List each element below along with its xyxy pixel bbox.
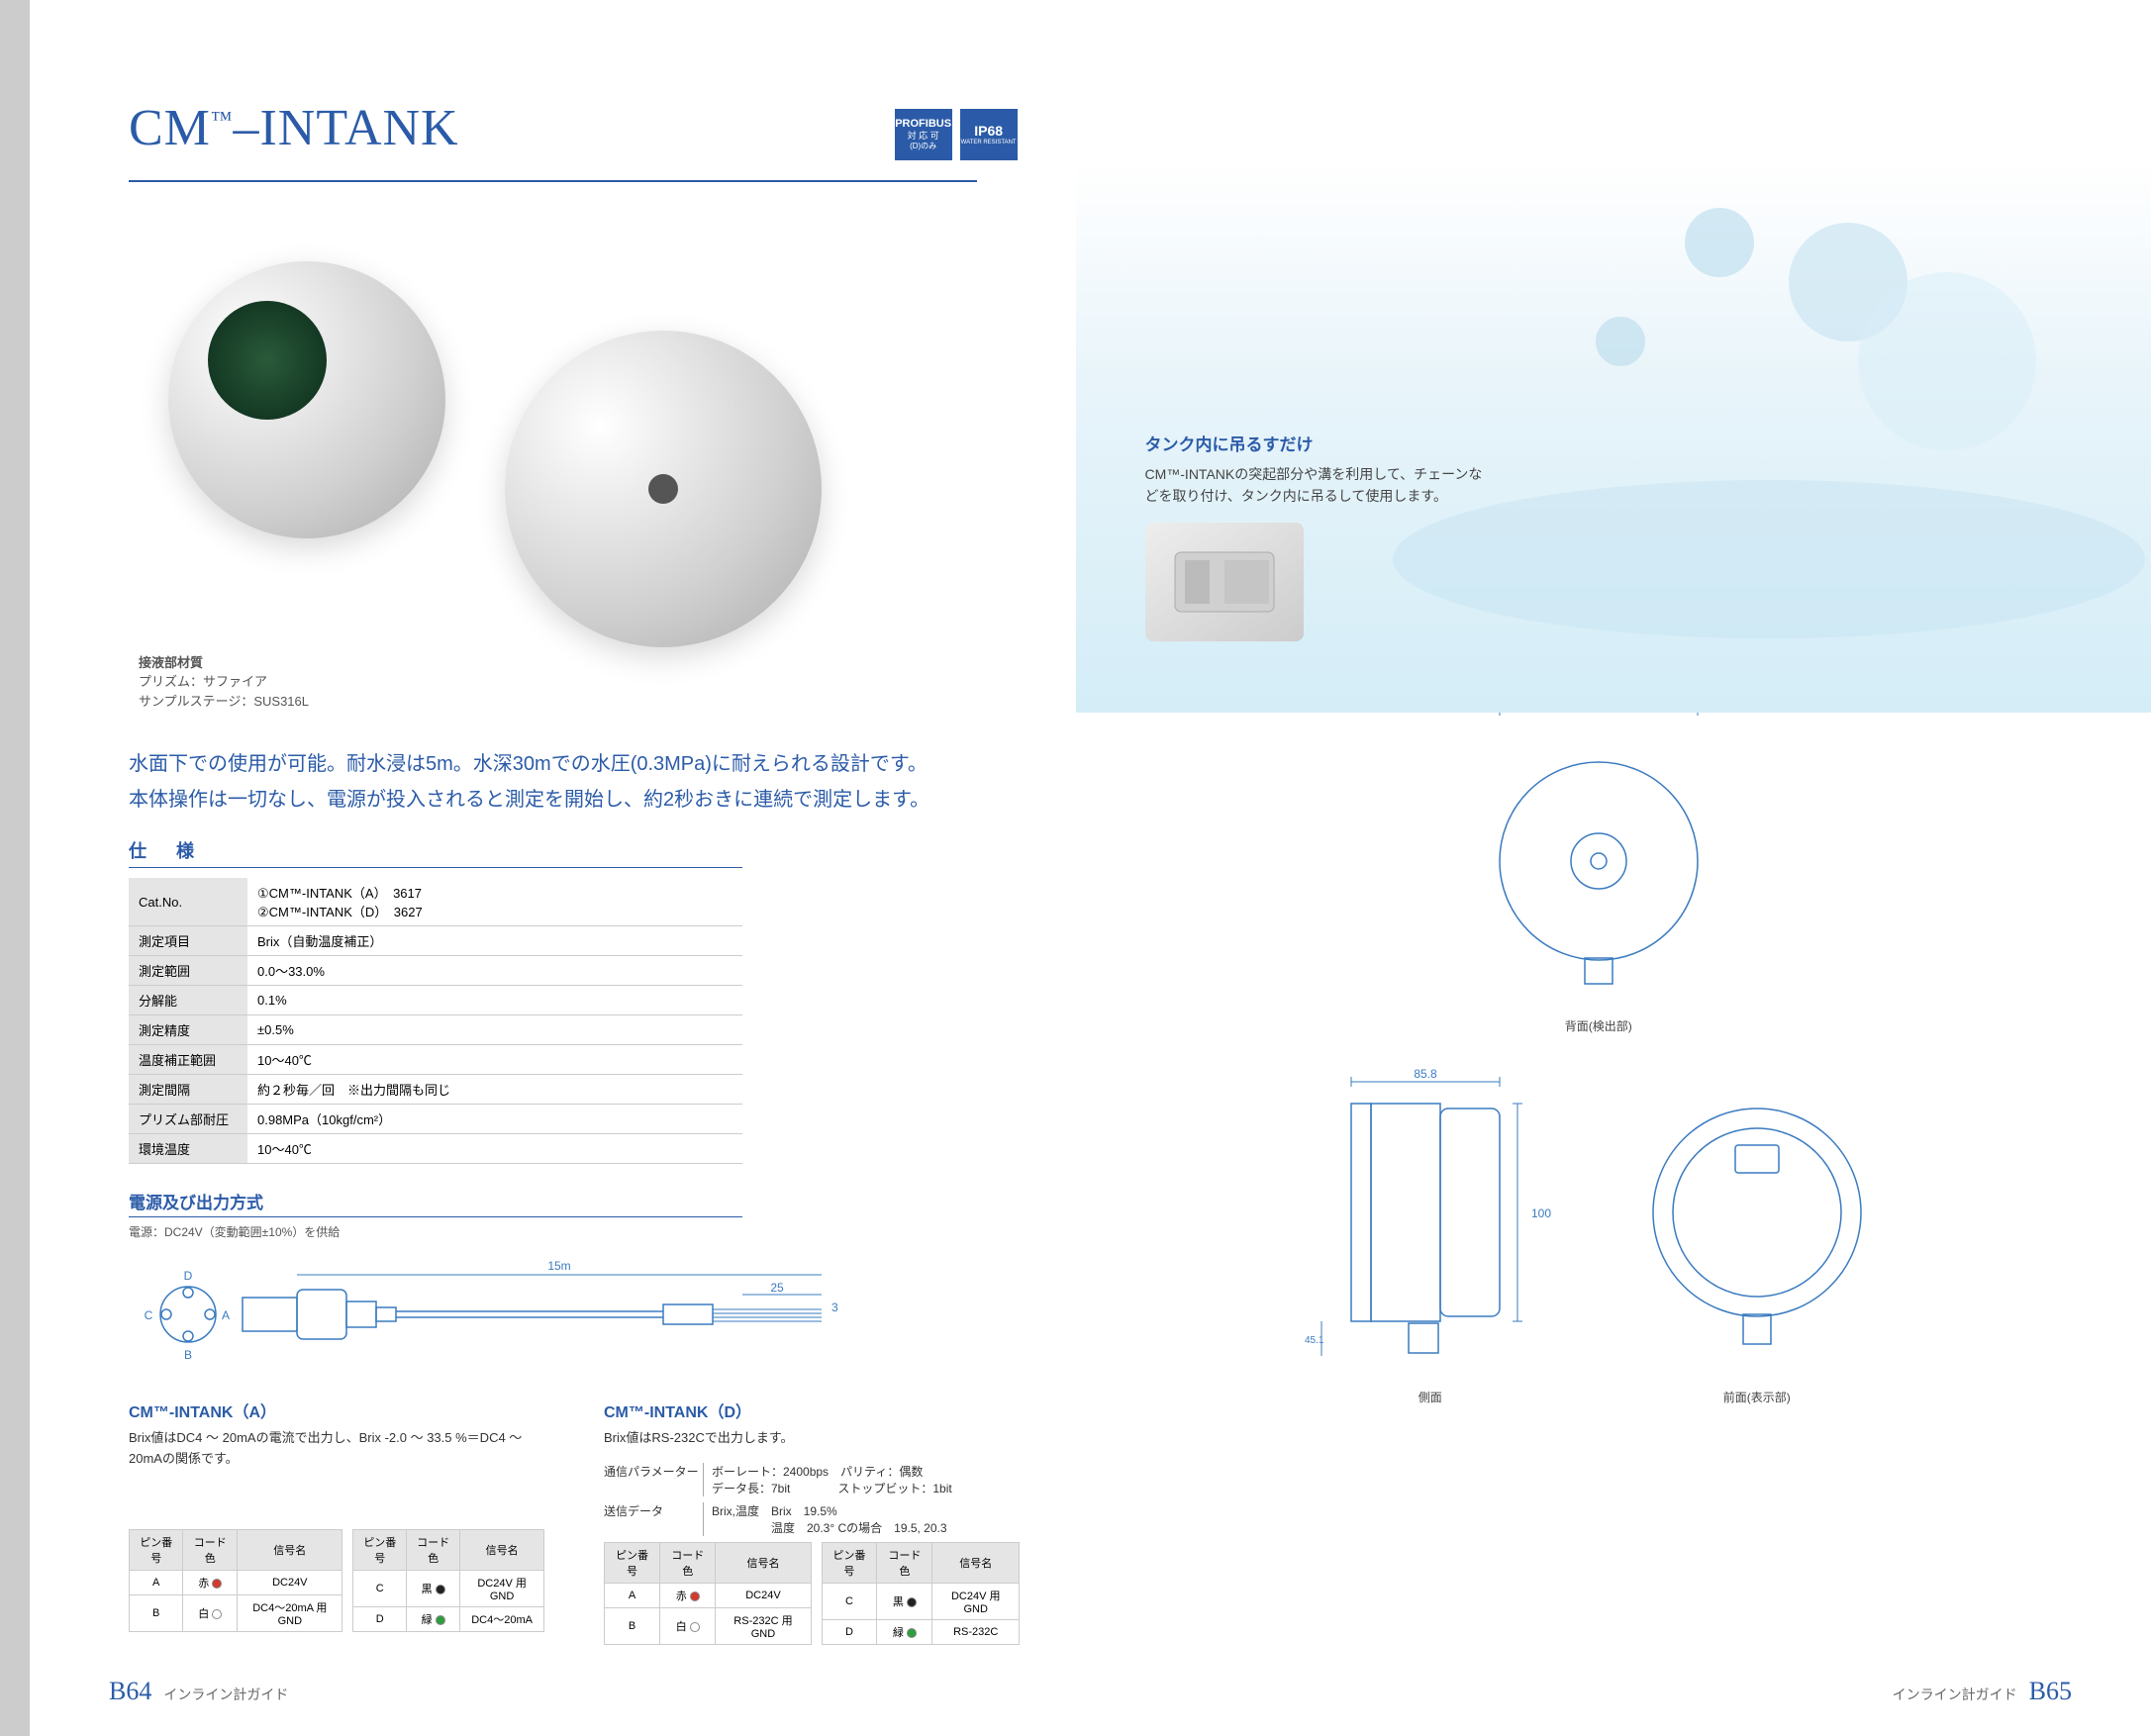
param-label: 通信パラメーター	[604, 1463, 703, 1496]
spec-label: 温度補正範囲	[129, 1045, 247, 1075]
spec-label: Cat.No.	[129, 878, 247, 926]
param-value: ボーレート：2400bps パリティ：偶数データ長：7bit ストップビット：1…	[703, 1463, 1020, 1496]
param-label: 送信データ	[604, 1502, 703, 1536]
callout: タンク内に吊るすだけ CM™-INTANKの突起部分や溝を利用して、チェーンなど…	[1145, 431, 1492, 641]
svg-text:25: 25	[770, 1281, 784, 1295]
drawing-front: 前面(表示部)	[1618, 1064, 1896, 1405]
spec-value: ±0.5%	[247, 1015, 742, 1045]
svg-text:15m: 15m	[547, 1259, 570, 1273]
power-note: 電源：DC24V（変動範囲±10%）を供給	[129, 1223, 1017, 1240]
svg-text:45.1: 45.1	[1305, 1335, 1324, 1346]
footer-guide-left: インライン計ガイド	[163, 1685, 288, 1704]
spec-label: プリズム部耐圧	[129, 1105, 247, 1134]
svg-text:85.8: 85.8	[1414, 1067, 1437, 1081]
page-num-left: B64	[109, 1677, 151, 1706]
spec-label: 分解能	[129, 986, 247, 1015]
drawing-row: 85.8 100 45.1 側面	[1145, 1064, 2053, 1405]
spec-value: Brix（自動温度補正）	[247, 926, 742, 956]
drawing-back: φ100 背面(検出部)	[1145, 693, 2053, 1034]
variants: CM™-INTANK（A） Brix値はDC4 ～ 20mAの電流で出力し、Br…	[129, 1398, 1020, 1645]
spec-value: 10～40℃	[247, 1134, 742, 1164]
intro-line2: 本体操作は一切なし、電源が投入されると測定を開始し、約2秒おきに連続で測定します…	[129, 782, 1017, 818]
intro-line1: 水面下での使用が可能。耐水浸は5m。水深30mでの水圧(0.3MPa)に耐えられ…	[129, 746, 1017, 782]
svg-text:C: C	[145, 1308, 153, 1322]
page-right: タンク内に吊るすだけ CM™-INTANKの突起部分や溝を利用して、チェーンなど…	[1076, 0, 2151, 1736]
label-side: 側面	[1418, 1389, 1442, 1405]
callout-closeup-image	[1145, 523, 1304, 641]
spec-label: 環境温度	[129, 1134, 247, 1164]
spec-value: 10～40℃	[247, 1045, 742, 1075]
callout-title: タンク内に吊るすだけ	[1145, 431, 1492, 455]
hero-image-area: 接液部材質 プリズム：サファイア サンプルステージ：SUS316L	[129, 202, 1017, 726]
variant-d-params: 通信パラメーターボーレート：2400bps パリティ：偶数データ長：7bit ス…	[604, 1463, 1020, 1536]
power-header: 電源及び出力方式	[129, 1189, 742, 1217]
spec-label: 測定精度	[129, 1015, 247, 1045]
title-tm: ™	[211, 107, 234, 132]
svg-text:D: D	[184, 1269, 193, 1283]
title-prefix: CM	[129, 100, 211, 156]
product-title: CM™–INTANK	[129, 99, 459, 157]
badges: PROFIBUS 対 応 可 (D)のみ IP68 WATER RESISTAN…	[895, 109, 1018, 160]
variant-d-desc: Brix値はRS-232Cで出力します。	[604, 1428, 1020, 1449]
footer-guide-right: インライン計ガイド	[1893, 1685, 2017, 1704]
spec-label: 測定項目	[129, 926, 247, 956]
variant-a: CM™-INTANK（A） Brix値はDC4 ～ 20mAの電流で出力し、Br…	[129, 1398, 544, 1645]
badge-ip68: IP68 WATER RESISTANT	[960, 109, 1018, 160]
svg-text:A: A	[222, 1308, 230, 1322]
page-num-right: B65	[2029, 1677, 2072, 1706]
label-front: 前面(表示部)	[1723, 1389, 1791, 1405]
intro-text: 水面下での使用が可能。耐水浸は5m。水深30mでの水圧(0.3MPa)に耐えられ…	[129, 746, 1017, 818]
spec-table: Cat.No.①CM™-INTANK（A） 3617②CM™-INTANK（D）…	[129, 878, 742, 1164]
body-left: 水面下での使用が可能。耐水浸は5m。水深30mでの水圧(0.3MPa)に耐えられ…	[30, 726, 1076, 1645]
title-row: CM™–INTANK PROFIBUS 対 応 可 (D)のみ IP68 WAT…	[30, 0, 1076, 160]
footer-right: インライン計ガイド B65	[1893, 1677, 2072, 1706]
variant-a-table2: ピン番号コード色信号名C黒DC24V 用 GNDD緑DC4～20mA	[352, 1529, 544, 1632]
variant-d: CM™-INTANK（D） Brix値はRS-232Cで出力します。 通信パラメ…	[604, 1398, 1020, 1645]
drawing-side: 85.8 100 45.1 側面	[1302, 1064, 1559, 1405]
title-suffix: –INTANK	[233, 100, 458, 156]
svg-text:3: 3	[831, 1301, 838, 1314]
material-info-box: 接液部材質 プリズム：サファイア サンプルステージ：SUS316L	[129, 647, 319, 718]
spec-value: 0.1%	[247, 986, 742, 1015]
variant-d-table1: ピン番号コード色信号名A赤DC24VB白RS-232C 用 GND	[604, 1542, 812, 1645]
variant-a-tables: ピン番号コード色信号名A赤DC24VB白DC4～20mA 用 GND ピン番号コ…	[129, 1529, 544, 1632]
spec-value: 0.98MPa（10kgf/cm²）	[247, 1105, 742, 1134]
title-underline	[129, 180, 977, 182]
variant-d-table2: ピン番号コード色信号名C黒DC24V 用 GNDD緑RS-232C	[822, 1542, 1020, 1645]
spec-value: 約２秒毎／回 ※出力間隔も同じ	[247, 1075, 742, 1105]
device-photo-1	[168, 261, 445, 538]
variant-d-tables: ピン番号コード色信号名A赤DC24VB白RS-232C 用 GND ピン番号コー…	[604, 1542, 1020, 1645]
label-back: 背面(検出部)	[1565, 1017, 1632, 1034]
variant-d-title: CM™-INTANK（D）	[604, 1398, 1020, 1422]
variant-a-title: CM™-INTANK（A）	[129, 1398, 544, 1422]
spec-value: ①CM™-INTANK（A） 3617②CM™-INTANK（D） 3627	[247, 878, 742, 926]
variant-a-table1: ピン番号コード色信号名A赤DC24VB白DC4～20mA 用 GND	[129, 1529, 342, 1632]
badge-profibus: PROFIBUS 対 応 可 (D)のみ	[895, 109, 952, 160]
svg-text:B: B	[184, 1348, 192, 1362]
material-header: 接液部材質	[139, 653, 309, 673]
spec-value: 0.0～33.0%	[247, 956, 742, 986]
spec-header: 仕 様	[129, 837, 742, 868]
variant-a-desc: Brix値はDC4 ～ 20mAの電流で出力し、Brix -2.0 ～ 33.5…	[129, 1428, 544, 1470]
svg-text:100: 100	[1531, 1206, 1551, 1220]
technical-drawings: φ100 背面(検出部) 85.8	[1145, 693, 2053, 1405]
material-line1: プリズム：サファイア	[139, 672, 309, 692]
connector-diagram: D A B C	[129, 1250, 841, 1379]
device-photo-2	[505, 331, 822, 647]
spec-label: 測定範囲	[129, 956, 247, 986]
material-line2: サンプルステージ：SUS316L	[139, 692, 309, 712]
callout-text: CM™-INTANKの突起部分や溝を利用して、チェーンなどを取り付け、タンク内に…	[1145, 463, 1492, 508]
footer-left: B64 インライン計ガイド	[109, 1677, 288, 1706]
page-left: CM™–INTANK PROFIBUS 対 応 可 (D)のみ IP68 WAT…	[0, 0, 1076, 1736]
param-value: Brix,温度 Brix 19.5% 温度 20.3° Cの場合 19.5, 2…	[703, 1502, 1020, 1536]
water-splash-bg: タンク内に吊るすだけ CM™-INTANKの突起部分や溝を利用して、チェーンなど…	[1076, 163, 2151, 713]
spec-label: 測定間隔	[129, 1075, 247, 1105]
